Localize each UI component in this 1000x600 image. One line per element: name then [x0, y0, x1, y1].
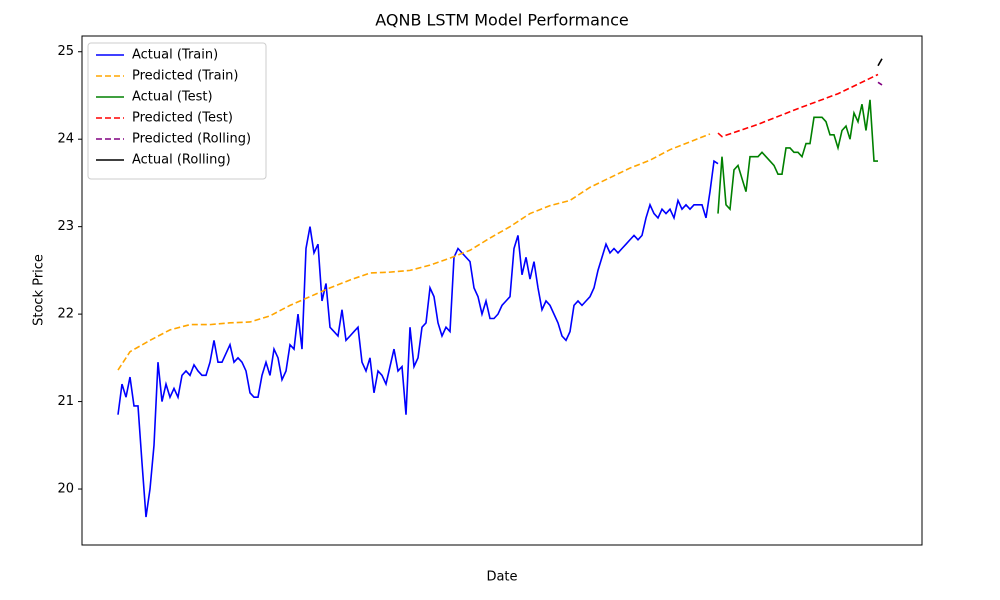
legend-label: Actual (Train): [132, 48, 218, 63]
legend-label: Predicted (Train): [132, 69, 239, 84]
series-line: [117, 159, 719, 518]
y-tick-label: 23: [57, 219, 74, 234]
legend-label: Predicted (Rolling): [132, 132, 251, 147]
series-line: [717, 73, 879, 138]
series-line: [877, 58, 883, 67]
legend-label: Predicted (Test): [132, 111, 233, 126]
legend-label: Actual (Rolling): [132, 153, 231, 168]
y-tick-label: 22: [57, 307, 74, 322]
series-line: [117, 133, 711, 371]
series-line: [717, 99, 878, 214]
x-axis-label: Date: [486, 570, 517, 585]
y-tick-label: 20: [57, 482, 74, 497]
y-axis-label: Stock Price: [32, 254, 47, 326]
chart-title: AQNB LSTM Model Performance: [375, 11, 629, 30]
series-line: [877, 81, 883, 86]
y-tick-label: 21: [57, 394, 74, 409]
plot-frame: [81, 35, 923, 546]
y-tick-label: 25: [57, 44, 74, 59]
y-tick-label: 24: [57, 132, 74, 147]
legend-box: [87, 42, 267, 180]
legend-label: Actual (Test): [132, 90, 213, 105]
